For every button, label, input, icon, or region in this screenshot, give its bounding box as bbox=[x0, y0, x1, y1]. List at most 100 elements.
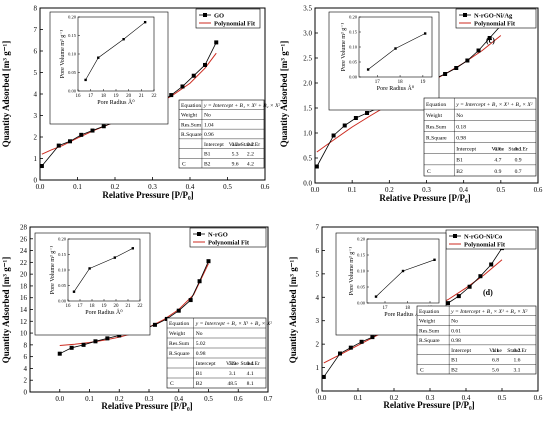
inset: 17 18 19 0.00 0.05 0.10 0.15 0.20 Pore Radius Å⁰… bbox=[328, 11, 440, 111]
table-row-value: 5.3 bbox=[232, 152, 239, 158]
x-tick-label: 0.4 bbox=[459, 186, 468, 194]
inset: 16 17 18 19 20 21 22 0.00 0.05 0.10 0.15 0.20 Pore R… bbox=[34, 232, 151, 336]
data-point bbox=[176, 308, 181, 313]
table-r-square: 0.96 bbox=[204, 132, 214, 138]
inset-x-tick-label: 17 bbox=[375, 80, 381, 85]
panel-label: (c) bbox=[486, 36, 495, 45]
inset: 16 17 18 19 20 21 22 0.00 0.05 0.10 0.15 0.20 Pore R… bbox=[49, 11, 169, 125]
y-tick-label: 28 bbox=[20, 224, 28, 232]
inset-y-tick-label: 0.00 bbox=[349, 75, 358, 80]
table-equation: y = Intercept + B₁ × X¹ + B₂ × X² bbox=[203, 103, 281, 109]
legend-data-label: N-rGO-Ni/Ag bbox=[474, 13, 513, 20]
x-tick-label: 0.2 bbox=[115, 395, 124, 403]
data-point bbox=[180, 84, 185, 89]
table-weight: No bbox=[456, 113, 463, 119]
inset-y-axis-label: Pore Volume m³ g⁻¹ bbox=[341, 23, 347, 72]
data-point bbox=[467, 284, 472, 289]
legend-fit-label: Polynomial Fit bbox=[208, 240, 250, 247]
table-header-value: Value bbox=[229, 142, 242, 148]
inset-x-tick-label: 18 bbox=[405, 306, 411, 311]
y-tick-label: 12 bbox=[20, 318, 28, 326]
data-point bbox=[214, 40, 219, 45]
y-tick-label: 8 bbox=[24, 341, 28, 349]
inset-y-tick-label: 0.05 bbox=[349, 60, 358, 65]
y-axis-label: Quantity Adsorbed [m³ g⁻¹] bbox=[1, 41, 11, 147]
table-row-param: Intercept bbox=[451, 348, 471, 354]
table-r-square: 0.98 bbox=[456, 135, 466, 141]
table-row-stand-er: 0.9 bbox=[515, 158, 522, 164]
inset-x-axis-label: Pore Radius Å⁰ bbox=[384, 310, 422, 318]
data-point bbox=[353, 116, 358, 120]
data-point bbox=[446, 301, 450, 306]
table-row-value: 48.5 bbox=[227, 381, 237, 387]
x-tick-label: 0.2 bbox=[111, 183, 120, 191]
table-row-stand-er: 3.1 bbox=[513, 367, 520, 373]
table-label-weight: Weight bbox=[419, 319, 435, 325]
y-tick-label: 2 bbox=[24, 377, 28, 385]
y-tick-label: 1.0 bbox=[303, 130, 312, 138]
table-row-param: B1 bbox=[451, 358, 458, 364]
table-header-value: Value bbox=[226, 361, 239, 367]
inset-y-tick-label: 0.20 bbox=[58, 237, 67, 242]
table-row-stand-er: 0.2 bbox=[247, 142, 254, 148]
data-point bbox=[152, 322, 157, 327]
x-axis-label: Relative Pressure [P/P₀] bbox=[383, 400, 474, 410]
inset-y-tick-label: 0.15 bbox=[68, 33, 77, 38]
inset-point bbox=[122, 38, 125, 41]
table-r-square: 0.98 bbox=[451, 338, 461, 344]
data-point bbox=[443, 72, 448, 76]
inset-frame bbox=[328, 11, 440, 111]
data-point bbox=[169, 93, 174, 98]
x-tick-label: 0.0 bbox=[318, 394, 327, 402]
y-axis-label: Quantity Adsorbed [m³ g⁻¹] bbox=[1, 257, 11, 363]
x-axis-label: Relative Pressure [P/P₀] bbox=[102, 190, 193, 200]
table-group-label: C bbox=[182, 161, 186, 167]
stats-table-frame bbox=[178, 99, 265, 169]
inset-point bbox=[143, 20, 147, 24]
y-tick-label: 2 bbox=[316, 341, 320, 349]
stats-table: Equation y = Intercept + B₁ × X¹ + B₂ × X… bbox=[416, 305, 537, 375]
y-tick-label: 18 bbox=[20, 282, 28, 290]
y-tick-label: 1.5 bbox=[303, 105, 312, 113]
x-tick-label: 0.5 bbox=[204, 395, 213, 403]
table-label-res-sum: Res.Sum bbox=[181, 122, 202, 128]
y-tick-label: 2.0 bbox=[303, 80, 312, 88]
table-row-param: B2 bbox=[204, 161, 211, 167]
legend-data-label: N-rGO-Ni/Co bbox=[464, 234, 502, 241]
table-group-label: C bbox=[427, 169, 431, 175]
x-tick-label: 0.3 bbox=[426, 394, 435, 402]
table-row-param: B1 bbox=[204, 152, 211, 158]
y-tick-label: 0 bbox=[316, 388, 320, 396]
table-equation: y = Intercept + B₁ × X¹ + B₂ × X² bbox=[455, 102, 533, 108]
inset-x-tick-label: 19 bbox=[114, 94, 120, 99]
inset-x-tick-label: 18 bbox=[90, 304, 96, 309]
inset-y-axis-label: Pore Volume m³ g⁻¹ bbox=[60, 30, 66, 79]
table-header-value: Value bbox=[489, 348, 502, 354]
inset-y-tick-label: 0.05 bbox=[58, 283, 67, 288]
stats-table: Equation y = Intercept + B₁ × X¹ + B₂ × X… bbox=[166, 317, 272, 389]
y-tick-label: 10 bbox=[20, 330, 28, 338]
data-point bbox=[203, 62, 207, 67]
inset-point bbox=[423, 32, 427, 35]
table-row-stand-er: 4.2 bbox=[247, 161, 254, 167]
x-tick-label: 0.0 bbox=[55, 395, 64, 403]
legend-data-label: GO bbox=[214, 13, 224, 20]
data-point bbox=[93, 339, 98, 344]
y-tick-label: 24 bbox=[20, 247, 28, 255]
inset-y-tick-label: 0.15 bbox=[58, 252, 67, 257]
x-axis-label: Relative Pressure [P/P₀] bbox=[101, 401, 192, 411]
inset-y-axis-label: Pore Volume m³ g⁻¹ bbox=[50, 246, 56, 295]
y-tick-label: 3.5 bbox=[303, 5, 312, 13]
table-row-param: B1 bbox=[196, 371, 203, 377]
x-tick-label: 0.6 bbox=[261, 183, 270, 191]
inset-y-tick-label: 0.20 bbox=[68, 15, 77, 20]
table-row-value: 9.6 bbox=[232, 161, 239, 167]
table-header-value: Value bbox=[492, 147, 505, 153]
table-row-param: Intercept bbox=[204, 142, 224, 148]
inset-y-tick-label: 0.15 bbox=[357, 253, 366, 258]
data-point bbox=[359, 339, 364, 344]
inset-x-tick-label: 16 bbox=[66, 304, 72, 309]
table-row-param: B2 bbox=[451, 367, 458, 373]
data-point bbox=[456, 294, 461, 299]
inset-x-tick-label: 22 bbox=[138, 304, 144, 309]
